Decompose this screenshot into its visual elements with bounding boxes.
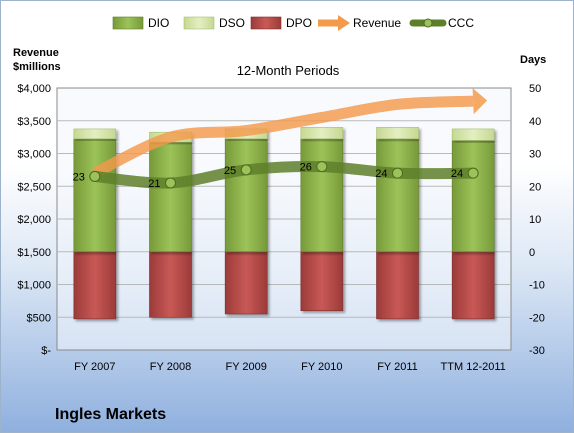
bar-dpo [149,251,192,318]
company-name: Ingles Markets [55,406,167,423]
legend-swatch [183,16,215,30]
legend-label: DPO [286,16,312,30]
bar-dpo [224,251,268,315]
right-tick-label: 10 [529,214,541,226]
ccc-marker [165,177,176,189]
right-tick-label: 40 [529,116,541,128]
ccc-data-label: 24 [451,168,463,180]
legend-swatch-marker [423,18,433,28]
left-axis-label-line1: Revenue [13,47,59,59]
bar-dio [376,138,419,253]
left-tick-label: $2,500 [17,181,51,193]
ccc-marker [240,164,252,176]
revenue-line [92,95,474,179]
left-tick-label: $3,500 [17,116,51,128]
left-tick-label: $1,000 [17,280,51,292]
lines-group: 23 21 25 26 24 24 [73,88,488,190]
x-tick-label: FY 2011 [377,361,418,373]
bar-dso [300,127,344,140]
x-tick-label: FY 2007 [74,361,115,373]
x-tick-label: TTM 12-2011 [441,361,506,373]
ccc-marker [392,167,403,179]
legend-label: Revenue [353,16,401,30]
bar-dso [73,128,117,140]
bar-dio [224,138,268,253]
ccc-marker [316,161,328,173]
right-tick-label: 30 [529,149,541,161]
legend-label: CCC [448,16,474,30]
chart-title: 12-Month Periods [237,63,340,78]
ccc-data-label: 25 [224,165,236,177]
right-tick-label: -30 [529,345,545,357]
left-tick-label: $4,000 [17,83,51,95]
right-tick-label: -10 [529,280,545,292]
right-tick-label: 50 [529,83,541,95]
legend: DIO DSO DPO Revenue CCC [112,15,474,31]
plot-area [56,87,512,351]
bar-dpo [73,251,117,320]
left-tick-label: $500 [27,312,51,324]
revenue-arrowhead [472,88,488,115]
legend-swatch [112,16,144,30]
x-tick-label: FY 2008 [150,361,191,373]
ccc-data-label: 24 [375,168,387,180]
bar-dio [149,141,192,253]
left-tick-label: $2,000 [17,214,51,226]
ccc-line [89,160,479,189]
left-tick-label: $3,000 [17,149,51,161]
legend-swatch-arrowhead [338,15,350,31]
bar-dpo [300,251,344,312]
bar-dio [451,140,495,253]
bar-dpo [376,251,419,320]
legend-swatch [250,16,282,30]
x-tick-label: FY 2009 [225,361,266,373]
ccc-marker [89,170,101,182]
right-tick-label: 20 [529,181,541,193]
axes-group: $- $500 $1,000 $1,500 $2,000 $2,500 $3,000 $3,5… [17,83,545,373]
x-tick-label: FY 2010 [301,361,342,373]
bar-dso [376,127,419,140]
left-axis-label-line2: $millions [13,61,61,73]
left-tick-label: $1,500 [17,247,51,259]
ccc-data-label: 26 [300,162,312,174]
bar-dpo [451,251,495,320]
ccc-data-label: 21 [148,178,160,190]
bar-dio [73,138,117,253]
right-tick-label: -20 [529,312,545,324]
bar-dio [300,138,344,253]
right-axis-label: Days [520,54,546,66]
left-tick-label: $- [41,345,51,357]
legend-label: DSO [219,16,245,30]
right-tick-label: 0 [529,247,535,259]
ccc-data-label: 23 [73,171,85,183]
bar-dso [451,128,495,141]
legend-label: DIO [148,16,169,30]
ccc-marker [467,167,479,179]
bars-group [73,127,495,320]
